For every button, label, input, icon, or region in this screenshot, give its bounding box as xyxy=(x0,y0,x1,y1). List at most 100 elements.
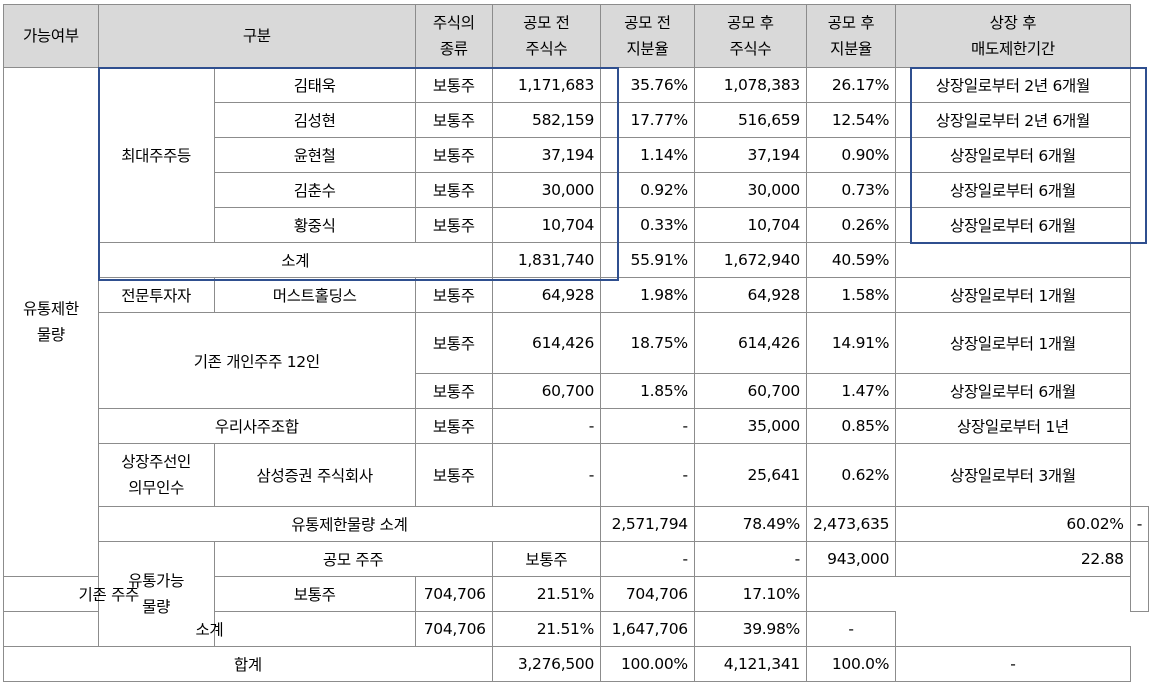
lockup-period: 상장일로부터 6개월 xyxy=(895,172,1131,208)
pre-ipo-ratio: 1.98% xyxy=(600,277,695,313)
post-ipo-shares: 2,473,635 xyxy=(805,506,897,542)
pre-ipo-shares: 37,194 xyxy=(491,137,602,173)
post-ipo-shares: 30,000 xyxy=(693,172,807,208)
post-ipo-shares: 35,000 xyxy=(693,408,807,444)
post-ipo-ratio: 39.98% xyxy=(693,611,807,647)
shareholding-lockup-table: 가능여부 구분 주식의 종류 공모 전 주식수 공모 전 지분율 공모 후 주식수 공모… xyxy=(3,4,1149,682)
pre-ipo-shares: - xyxy=(600,541,695,577)
pre-ipo-shares: 582,159 xyxy=(491,102,602,138)
header-category: 구분 xyxy=(97,4,416,68)
pre-ipo-shares: 60,700 xyxy=(491,373,602,409)
lockup-period xyxy=(895,242,1131,278)
post-ipo-shares: 1,647,706 xyxy=(600,611,695,647)
pre-ipo-shares: 3,276,500 xyxy=(491,646,602,682)
shareholder-name: 황중식 xyxy=(213,207,416,243)
stock-type: 보통주 xyxy=(414,408,493,444)
grand-total-row: 합계 3,276,500 100.00% 4,121,341 100.0% - xyxy=(3,646,1149,682)
table-row: 김춘수 보통주 30,000 0.92% 30,000 0.73% 상장일로부터… xyxy=(4,172,1149,208)
pre-ipo-ratio: 21.51% xyxy=(491,576,602,612)
post-ipo-ratio: 0.62% xyxy=(805,443,897,507)
lockup-period: - xyxy=(895,646,1131,682)
shareholder-name: 김태욱 xyxy=(213,67,416,103)
existing-individuals-label: 기존 개인주주 12인 xyxy=(97,312,416,409)
lockup-period xyxy=(1129,541,1149,612)
table-row: 유통가능 물량 공모 주주 보통주 - - 943,000 22.88 xyxy=(4,541,1149,647)
post-ipo-ratio: 1.47% xyxy=(805,373,897,409)
post-ipo-shares: 516,659 xyxy=(693,102,807,138)
pre-ipo-shares: 64,928 xyxy=(491,277,602,313)
lockup-period: 상장일로부터 6개월 xyxy=(895,137,1131,173)
stock-type: 보통주 xyxy=(414,67,493,103)
stock-type: 보통주 xyxy=(414,277,493,313)
pre-ipo-shares: - xyxy=(491,443,602,507)
post-ipo-ratio: 100.0% xyxy=(805,646,897,682)
post-ipo-ratio: 0.73% xyxy=(805,172,897,208)
post-ipo-shares: 614,426 xyxy=(693,312,807,374)
restricted-total-row: 유통제한물량 소계 2,571,794 78.49% 2,473,635 60.… xyxy=(4,506,1149,542)
lockup-period: 상장일로부터 6개월 xyxy=(895,207,1131,243)
table-row: 보통주 60,700 1.85% 60,700 1.47% 상장일로부터 6개월 xyxy=(4,373,1149,409)
stock-type: 보통주 xyxy=(414,137,493,173)
post-ipo-shares: 10,704 xyxy=(693,207,807,243)
major-shareholder-group-label: 최대주주등 xyxy=(97,67,215,243)
tradable-subtotal-row: 소계 704,706 21.51% 1,647,706 39.98% - xyxy=(3,611,1149,647)
shareholding-lockup-table-container: 가능여부 구분 주식의 종류 공모 전 주식수 공모 전 지분율 공모 후 주식수 공모… xyxy=(3,4,1149,682)
post-ipo-ratio: 0.85% xyxy=(805,408,897,444)
lockup-period: 상장일로부터 3개월 xyxy=(895,443,1131,507)
table-row: 윤현철 보통주 37,194 1.14% 37,194 0.90% 상장일로부터… xyxy=(4,137,1149,173)
pre-ipo-ratio: 0.33% xyxy=(600,207,695,243)
table-row: 유통제한 물량 최대주주등 김태욱 보통주 1,171,683 35.76% 1,… xyxy=(3,67,1149,577)
post-ipo-ratio: 12.54% xyxy=(805,102,897,138)
pre-ipo-shares: 30,000 xyxy=(491,172,602,208)
post-ipo-ratio: 17.10% xyxy=(693,576,807,612)
pre-ipo-shares: 614,426 xyxy=(491,312,602,374)
pre-ipo-ratio: - xyxy=(600,408,695,444)
post-ipo-ratio: 0.90% xyxy=(805,137,897,173)
pre-ipo-ratio: 0.92% xyxy=(600,172,695,208)
post-ipo-shares: 1,078,383 xyxy=(693,67,807,103)
pre-ipo-ratio: 21.51% xyxy=(491,611,602,647)
pre-ipo-ratio: - xyxy=(693,541,807,577)
table-row: 전문투자자 머스트홀딩스 보통주 64,928 1.98% 64,928 1.5… xyxy=(4,277,1149,313)
shareholder-name: 머스트홀딩스 xyxy=(213,277,416,313)
stock-type: 보통주 xyxy=(414,207,493,243)
pre-ipo-ratio: 35.76% xyxy=(600,67,695,103)
post-ipo-ratio: 14.91% xyxy=(805,312,897,374)
post-ipo-shares: 60,700 xyxy=(693,373,807,409)
header-post-ipo-shares: 공모 후 주식수 xyxy=(693,4,807,68)
underwriter-group-label: 상장주선인 의무인수 xyxy=(97,443,215,507)
pre-ipo-ratio: 18.75% xyxy=(600,312,695,374)
stock-type: 보통주 xyxy=(414,312,493,374)
tradable-row-label: 공모 주주 xyxy=(213,541,493,577)
pre-ipo-shares: 1,831,740 xyxy=(491,242,602,278)
major-subtotal-row: 소계 1,831,740 55.91% 1,672,940 40.59% xyxy=(4,242,1149,278)
restricted-total-label: 유통제한물량 소계 xyxy=(97,506,602,542)
table-row: 우리사주조합 보통주 - - 35,000 0.85% 상장일로부터 1년 xyxy=(4,408,1149,444)
stock-type: 보통주 xyxy=(414,373,493,409)
header-pre-ipo-shares: 공모 전 주식수 xyxy=(491,4,602,68)
shareholder-name: 삼성증권 주식회사 xyxy=(213,443,416,507)
post-ipo-ratio: 0.26% xyxy=(805,207,897,243)
pre-ipo-ratio: 55.91% xyxy=(600,242,695,278)
pre-ipo-ratio: 1.14% xyxy=(600,137,695,173)
table-row: 상장주선인 의무인수 삼성증권 주식회사 보통주 - - 25,641 0.62%… xyxy=(4,443,1149,507)
post-ipo-shares: 25,641 xyxy=(693,443,807,507)
pre-ipo-ratio: 17.77% xyxy=(600,102,695,138)
table-row: 황중식 보통주 10,704 0.33% 10,704 0.26% 상장일로부터… xyxy=(4,207,1149,243)
header-lockup-period: 상장 후 매도제한기간 xyxy=(895,4,1131,68)
esop-label: 우리사주조합 xyxy=(97,408,416,444)
header-possibility: 가능여부 xyxy=(3,4,99,68)
post-ipo-shares: 37,194 xyxy=(693,137,807,173)
pre-ipo-shares: - xyxy=(491,408,602,444)
pre-ipo-ratio: 100.00% xyxy=(600,646,695,682)
lockup-period: 상장일로부터 1년 xyxy=(895,408,1131,444)
subtotal-label: 소계 xyxy=(97,242,493,278)
tradable-subtotal-label: 소계 xyxy=(3,611,416,647)
stock-type: 보통주 xyxy=(491,541,602,577)
stock-type: 보통주 xyxy=(414,102,493,138)
post-ipo-shares: 4,121,341 xyxy=(693,646,807,682)
header-stock-type: 주식의 종류 xyxy=(414,4,493,68)
lockup-period: 상장일로부터 2년 6개월 xyxy=(895,67,1131,103)
post-ipo-ratio: 60.02% xyxy=(895,506,1131,542)
lockup-period: 상장일로부터 2년 6개월 xyxy=(895,102,1131,138)
